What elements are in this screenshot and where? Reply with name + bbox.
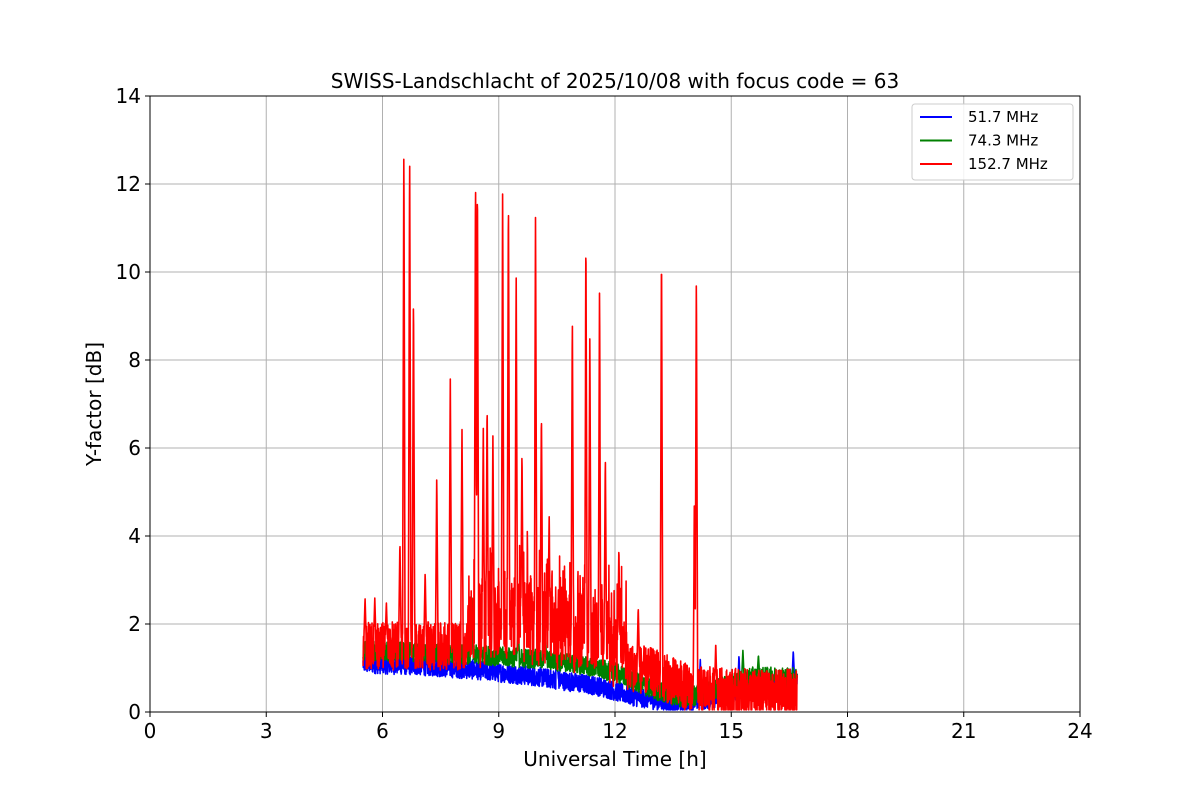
legend-box [911,103,1074,181]
y-tick-label: 0 [128,700,141,724]
y-tick-label: 14 [116,84,141,108]
chart-title: SWISS-Landschlacht of 2025/10/08 with fo… [331,69,899,93]
x-tick-label: 0 [144,719,157,743]
y-tick-label: 2 [128,612,141,636]
x-tick-label: 15 [719,719,744,743]
x-tick-label: 24 [1067,719,1092,743]
y-tick-label: 4 [128,524,141,548]
x-tick-label: 12 [602,719,627,743]
x-tick-label: 18 [835,719,860,743]
legend: 51.7 MHz 74.3 MHz 152.7 MHz [911,103,1074,181]
legend-label: 74.3 MHz [968,132,1038,150]
plot-area [362,158,798,711]
x-tick-label: 3 [260,719,273,743]
x-axis-label: Universal Time [h] [523,747,706,771]
y-tick-label: 8 [128,348,141,372]
y-tick-label: 6 [128,436,141,460]
x-tick-label: 9 [492,719,505,743]
y-tick-label: 12 [116,172,141,196]
legend-label: 51.7 MHz [968,108,1038,126]
y-axis-label: Y-factor [dB] [82,342,106,467]
series-line-152-7-mhz [362,158,798,711]
legend-label: 152.7 MHz [968,155,1048,173]
x-tick-label: 21 [951,719,976,743]
y-tick-label: 10 [116,260,141,284]
x-tick-label: 6 [376,719,389,743]
